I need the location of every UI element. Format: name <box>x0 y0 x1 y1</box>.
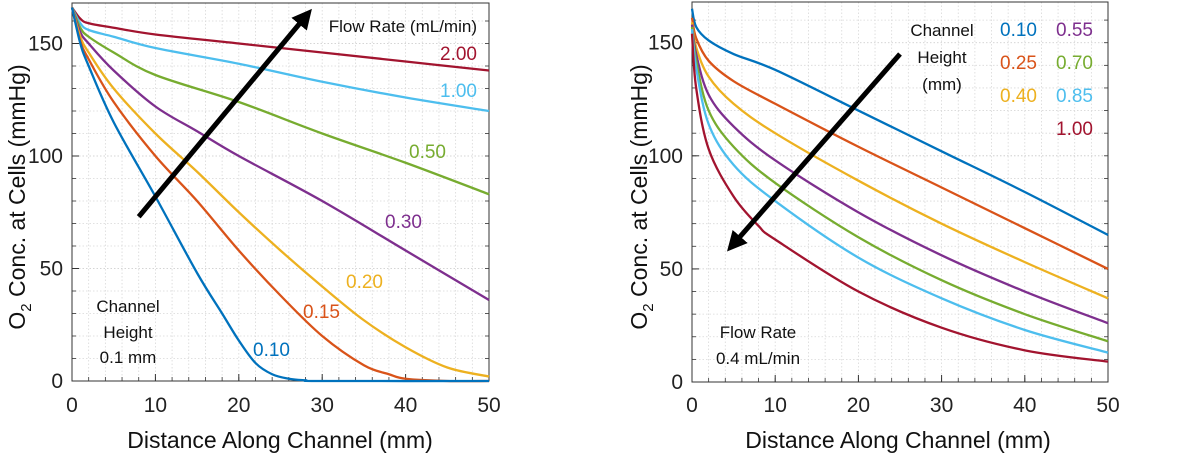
x-tick-label: 10 <box>764 394 787 417</box>
y-label-part: Conc. at Cells (mmHg) <box>4 64 30 303</box>
series-label-2.00: 2.00 <box>440 44 477 65</box>
legend-title: Channel <box>910 21 973 40</box>
annotation-text: 0.1 mm <box>100 348 157 367</box>
x-tick-label: 50 <box>1096 394 1119 417</box>
series-label-0.55: 0.55 <box>1056 20 1093 41</box>
y-tick-label: 100 <box>648 145 683 168</box>
legend-title: Height <box>917 48 966 67</box>
y-tick-label: 0 <box>51 370 63 393</box>
series-label-0.85: 0.85 <box>1056 86 1093 107</box>
y-tick-label: 100 <box>28 145 63 168</box>
y-tick-label: 150 <box>28 33 63 56</box>
y-label-part: Conc. at Cells (mmHg) <box>626 64 652 303</box>
y-label-subscript: 2 <box>18 303 35 311</box>
x-tick-label: 0 <box>686 394 698 417</box>
series-label-1.00: 1.00 <box>440 81 477 102</box>
x-tick-label: 30 <box>311 394 334 417</box>
series-label-0.10: 0.10 <box>1000 20 1037 41</box>
series-label-0.40: 0.40 <box>1000 86 1037 107</box>
annotation-text: Height <box>103 323 152 342</box>
y-tick-label: 0 <box>671 371 683 394</box>
y-axis-label: O2 Conc. at Cells (mmHg) <box>626 64 657 329</box>
x-tick-label: 20 <box>227 394 250 417</box>
series-line-0.20 <box>70 7 490 378</box>
chart-panel-1: 0 10 20 30 40 50 0 50 100 150 2.00 1.00 0.50 0.30 0.20… <box>4 2 501 453</box>
x-axis-label: Distance Along Channel (mm) <box>745 427 1051 453</box>
series-line-1.00 <box>690 33 1109 363</box>
trend-arrow <box>136 8 312 219</box>
series-label-0.50: 0.50 <box>409 142 446 163</box>
annotation-text: Flow Rate <box>720 323 797 342</box>
series-line-0.50 <box>70 7 490 196</box>
x-tick-label: 50 <box>477 394 500 417</box>
legend-title: (mm) <box>922 75 962 94</box>
x-tick-label: 40 <box>394 394 417 417</box>
x-tick-label: 20 <box>847 394 870 417</box>
series-line-0.40 <box>690 22 1109 300</box>
series-label-0.30: 0.30 <box>385 212 422 233</box>
x-tick-label: 40 <box>1013 394 1036 417</box>
x-tick-label: 10 <box>144 394 167 417</box>
y-tick-label: 150 <box>648 32 683 55</box>
legend-title: Flow Rate (mL/min) <box>329 17 477 36</box>
series-line-0.10 <box>70 7 490 383</box>
axes-box <box>691 1 1109 383</box>
axes-box <box>71 2 490 382</box>
series-label-0.20: 0.20 <box>346 272 383 293</box>
y-tick-label: 50 <box>40 258 63 281</box>
x-tick-label: 0 <box>66 394 78 417</box>
series-line-0.15 <box>70 7 490 383</box>
series-label-0.15: 0.15 <box>303 302 340 323</box>
series-line-0.70 <box>690 26 1109 343</box>
y-tick-label: 50 <box>660 258 683 281</box>
annotation-text: Channel <box>96 297 159 316</box>
series-label-1.00: 1.00 <box>1056 119 1093 140</box>
series-line-0.85 <box>690 29 1109 354</box>
x-tick-label: 30 <box>930 394 953 417</box>
trend-arrow <box>727 52 902 252</box>
series-label-0.70: 0.70 <box>1056 53 1093 74</box>
y-axis-label: O2 Conc. at Cells (mmHg) <box>4 64 35 329</box>
y-label-subscript: 2 <box>640 303 657 311</box>
annotation-text: 0.4 mL/min <box>716 349 800 368</box>
series-label-0.10: 0.10 <box>253 340 290 361</box>
series-line-0.30 <box>70 7 490 301</box>
series-line-0.25 <box>690 17 1109 270</box>
chart-panel-2: 0 10 20 30 40 50 0 50 100 150 0.10 0.25 0.40 0.55 0.70… <box>626 1 1120 453</box>
series-line-1.00 <box>70 6 490 113</box>
series-line-0.10 <box>690 8 1109 236</box>
y-label-part: O <box>4 312 30 330</box>
series-label-0.25: 0.25 <box>1000 53 1037 74</box>
y-label-part: O <box>626 312 652 330</box>
x-axis-label: Distance Along Channel (mm) <box>127 427 433 453</box>
series-line-2.00 <box>71 6 490 72</box>
